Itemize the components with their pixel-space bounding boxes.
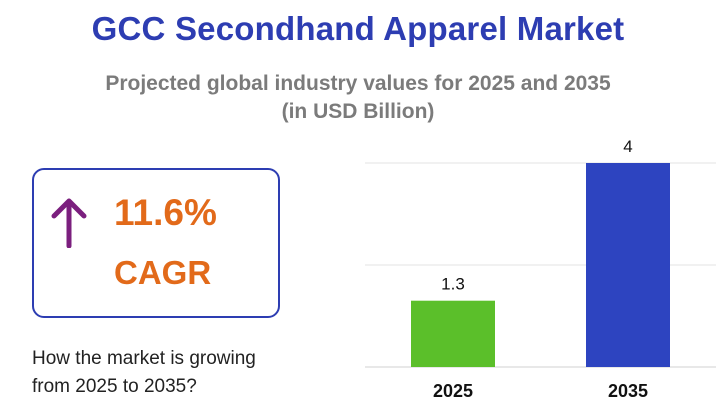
x-tick-2025: 2025 <box>433 381 473 401</box>
growth-question: How the market is growing from 2025 to 2… <box>32 345 322 401</box>
bar-2035 <box>586 163 670 367</box>
arrow-up-icon <box>51 198 87 248</box>
data-label-2025: 1.3 <box>441 275 465 294</box>
question-line-2: from 2025 to 2035? <box>32 376 197 397</box>
bar-2025 <box>411 300 495 367</box>
cagr-value: 11.6% <box>114 192 217 233</box>
cagr-card: 11.6% CAGR <box>32 168 280 318</box>
cagr-label: CAGR <box>114 254 212 291</box>
data-label-2035: 4 <box>623 137 632 156</box>
page-subtitle: Projected global industry values for 202… <box>0 70 716 126</box>
question-line-1: How the market is growing <box>32 348 256 369</box>
page-title: GCC Secondhand Apparel Market <box>91 10 625 47</box>
subtitle-line-1: Projected global industry values for 202… <box>105 72 611 95</box>
bar-chart: 1.3 2025 4 2035 <box>365 137 716 401</box>
subtitle-line-2: (in USD Billion) <box>281 100 435 123</box>
x-tick-2035: 2035 <box>608 381 648 401</box>
